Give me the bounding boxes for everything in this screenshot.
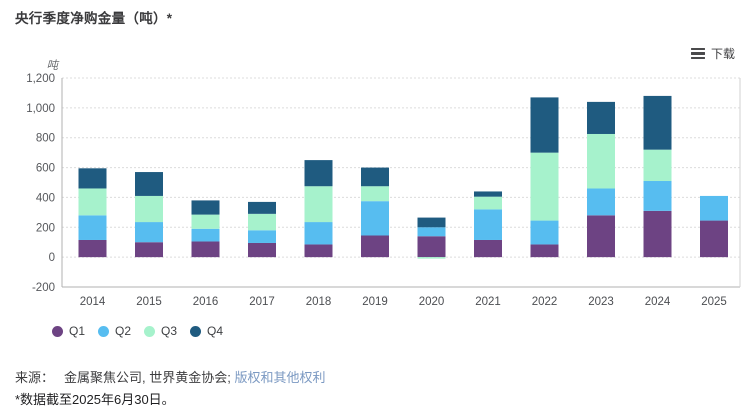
download-label: 下载 xyxy=(710,47,735,61)
bar-segment-2022-Q3[interactable] xyxy=(530,152,559,221)
bar-segment-2015-Q4[interactable] xyxy=(135,172,163,196)
bar-segment-2024-Q2[interactable] xyxy=(643,181,672,211)
x-axis-label: 2019 xyxy=(362,296,388,308)
x-axis-label: 2015 xyxy=(136,296,162,308)
legend-label: Q1 xyxy=(69,324,86,338)
bar-segment-2014-Q4[interactable] xyxy=(78,168,107,189)
x-axis-label: 2022 xyxy=(532,296,558,308)
bar-segment-2021-Q2[interactable] xyxy=(474,209,502,240)
bar-segment-2022-Q1[interactable] xyxy=(530,244,559,258)
y-tick-label: 600 xyxy=(36,163,55,175)
bar-segment-2019-Q1[interactable] xyxy=(361,235,389,258)
bar-segment-2020-Q1[interactable] xyxy=(417,236,446,258)
bar-segment-2018-Q1[interactable] xyxy=(304,244,333,258)
y-tick-label: 800 xyxy=(36,133,55,145)
bar-segment-2017-Q4[interactable] xyxy=(248,201,276,214)
source-prefix: 来源： xyxy=(15,370,55,385)
bar-segment-2018-Q3[interactable] xyxy=(304,186,333,223)
bar-segment-2016-Q2[interactable] xyxy=(191,228,220,242)
chart-title: 央行季度净购金量（吨）* xyxy=(15,11,173,26)
legend-marker-q2 xyxy=(98,325,110,337)
bar-segment-2020-Q4[interactable] xyxy=(417,217,446,228)
x-axis-label: 2024 xyxy=(645,296,671,308)
legend-label: Q2 xyxy=(115,324,132,338)
x-axis-label: 2021 xyxy=(475,296,501,308)
bar-segment-2015-Q2[interactable] xyxy=(135,222,163,243)
bar-segment-2017-Q2[interactable] xyxy=(248,230,276,243)
y-tick-label: -200 xyxy=(32,282,55,294)
legend-marker-q3 xyxy=(144,325,156,337)
bar-segment-2022-Q4[interactable] xyxy=(530,97,559,153)
y-tick-label: 1,200 xyxy=(26,73,55,85)
bar-segment-2023-Q1[interactable] xyxy=(587,215,615,258)
y-tick-label: 0 xyxy=(49,252,55,264)
bar-segment-2019-Q3[interactable] xyxy=(361,186,389,202)
y-axis-unit-label: 吨 xyxy=(47,59,60,72)
legend-item-q2[interactable]: Q2 xyxy=(98,324,131,338)
bar-segment-2018-Q2[interactable] xyxy=(304,222,333,245)
bar-segment-2021-Q1[interactable] xyxy=(474,239,502,258)
bar-segment-2021-Q4[interactable] xyxy=(474,191,502,197)
legend-marker-q1 xyxy=(52,325,63,337)
bar-segment-2021-Q3[interactable] xyxy=(474,196,502,210)
bar-segment-2023-Q2[interactable] xyxy=(587,188,615,216)
x-axis-label: 2023 xyxy=(588,296,614,308)
x-axis-label: 2018 xyxy=(306,296,332,308)
x-axis-label: 2020 xyxy=(419,296,445,308)
legend-item-q1[interactable]: Q1 xyxy=(52,324,85,338)
bar-segment-2014-Q1[interactable] xyxy=(78,239,107,258)
bar-segment-2025-Q1[interactable] xyxy=(700,220,728,258)
bar-segment-2014-Q3[interactable] xyxy=(78,188,107,216)
bar-segment-2020-Q2[interactable] xyxy=(417,227,446,237)
legend-label: Q4 xyxy=(207,324,224,338)
legend-marker-q4 xyxy=(190,325,202,337)
legend-item-q3[interactable]: Q3 xyxy=(144,324,177,338)
bar-segment-2014-Q2[interactable] xyxy=(78,215,107,240)
y-tick-label: 400 xyxy=(36,192,55,204)
bar-segment-2024-Q4[interactable] xyxy=(643,95,672,150)
bar-segment-2024-Q3[interactable] xyxy=(643,149,672,182)
download-menu-icon xyxy=(690,47,705,60)
chart-legend: Q1 Q2 Q3 Q4 xyxy=(52,324,236,338)
x-axis-label: 2014 xyxy=(80,296,106,308)
y-tick-label: 1,000 xyxy=(26,103,55,115)
bar-segment-2017-Q3[interactable] xyxy=(248,213,276,231)
bar-segment-2016-Q1[interactable] xyxy=(191,241,220,258)
bar-segment-2016-Q3[interactable] xyxy=(191,214,220,229)
bar-segment-2018-Q4[interactable] xyxy=(304,160,333,187)
bar-segment-2015-Q1[interactable] xyxy=(135,242,163,258)
legend-item-q4[interactable]: Q4 xyxy=(190,324,223,338)
y-tick-label: 200 xyxy=(36,222,55,234)
bar-segment-2015-Q3[interactable] xyxy=(135,195,163,223)
bar-segment-2024-Q1[interactable] xyxy=(643,210,672,258)
bar-segment-2016-Q4[interactable] xyxy=(191,200,220,215)
bar-segment-2017-Q1[interactable] xyxy=(248,242,276,258)
bar-segment-2019-Q4[interactable] xyxy=(361,167,389,187)
bar-segment-2019-Q2[interactable] xyxy=(361,201,389,236)
x-axis-label: 2025 xyxy=(701,296,727,308)
bar-segment-2023-Q4[interactable] xyxy=(587,101,615,134)
x-axis-label: 2016 xyxy=(193,296,219,308)
source-line: 来源： 金属聚焦公司, 世界黄金协会; 版权和其他权利 xyxy=(15,367,326,386)
bar-segment-2022-Q2[interactable] xyxy=(530,220,559,245)
source-text: 金属聚焦公司, 世界黄金协会; xyxy=(64,370,231,385)
bar-segment-2023-Q3[interactable] xyxy=(587,133,615,189)
bar-segment-2020-Q3[interactable] xyxy=(417,257,446,259)
x-axis-label: 2017 xyxy=(249,296,275,308)
bar-segment-2025-Q2[interactable] xyxy=(700,195,728,221)
footnote: *数据截至2025年6月30日。 xyxy=(15,392,175,407)
legend-label: Q3 xyxy=(161,324,178,338)
rights-link[interactable]: 版权和其他权利 xyxy=(234,370,326,385)
download-button[interactable]: 下载 xyxy=(688,43,738,64)
